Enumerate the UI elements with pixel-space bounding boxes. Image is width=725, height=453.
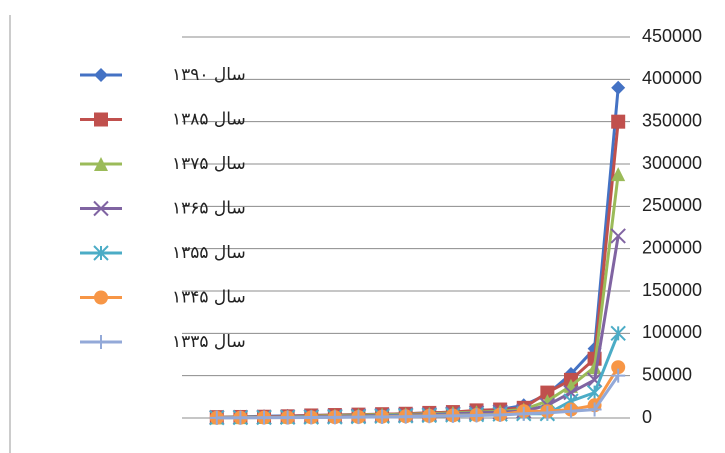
marker	[493, 408, 508, 423]
y-tick-label: 150000	[642, 280, 702, 300]
y-tick-label: 400000	[642, 68, 702, 88]
marker	[94, 68, 108, 82]
marker	[327, 410, 342, 425]
marker	[611, 167, 626, 182]
legend: سال ۱۳۹۰ سال ۱۳۸۵ سال ۱۳۷۵ سال ۱۳۶۵ سال ۱۳۵۵…	[20, 59, 246, 358]
marker	[94, 290, 108, 305]
legend-label: سال ۱۳۹۰	[172, 65, 246, 85]
marker	[469, 408, 484, 423]
series	[209, 114, 626, 425]
y-tick-label: 350000	[642, 110, 702, 130]
marker	[209, 410, 224, 425]
marker	[422, 409, 437, 424]
legend-label: سال ۱۳۷۵	[172, 154, 246, 174]
y-tick-label: 300000	[642, 153, 702, 173]
marker	[610, 228, 626, 244]
legend-label: سال ۱۳۸۵	[172, 110, 246, 130]
series	[209, 80, 626, 425]
y-tick-label: 0	[642, 407, 652, 427]
marker	[587, 360, 602, 375]
marker	[257, 410, 272, 425]
y-tick-label: 200000	[642, 237, 702, 257]
marker	[540, 405, 555, 420]
marker	[611, 360, 626, 375]
legend-label: سال ۱۳۴۵	[172, 288, 246, 308]
y-tick-label: 250000	[642, 195, 702, 215]
marker	[610, 325, 626, 342]
marker	[611, 368, 626, 383]
series	[209, 368, 626, 425]
legend-label: سال ۱۳۶۵	[172, 199, 246, 219]
marker	[94, 157, 108, 171]
y-tick-label: 450000	[642, 26, 702, 46]
marker	[540, 385, 555, 400]
marker	[611, 114, 626, 129]
marker	[304, 410, 319, 425]
marker	[351, 410, 366, 425]
marker	[563, 404, 578, 419]
marker	[587, 402, 602, 417]
marker	[611, 80, 626, 95]
legend-label: سال ۱۳۳۵	[172, 332, 246, 352]
series-line	[216, 235, 620, 419]
marker	[233, 410, 248, 425]
marker	[93, 245, 109, 261]
series-line	[216, 87, 620, 419]
marker	[516, 406, 531, 421]
marker	[94, 335, 108, 349]
series	[209, 228, 626, 426]
series-line	[216, 121, 620, 419]
series-line	[216, 173, 620, 419]
marker	[280, 410, 295, 425]
marker	[398, 409, 413, 424]
marker	[93, 200, 109, 217]
y-tick-label: 50000	[642, 364, 692, 384]
marker	[445, 408, 460, 423]
marker	[375, 409, 390, 424]
marker	[94, 112, 108, 127]
series-line	[216, 374, 620, 420]
legend-label: سال ۱۳۵۵	[172, 243, 246, 263]
y-tick-label: 100000	[642, 322, 702, 342]
